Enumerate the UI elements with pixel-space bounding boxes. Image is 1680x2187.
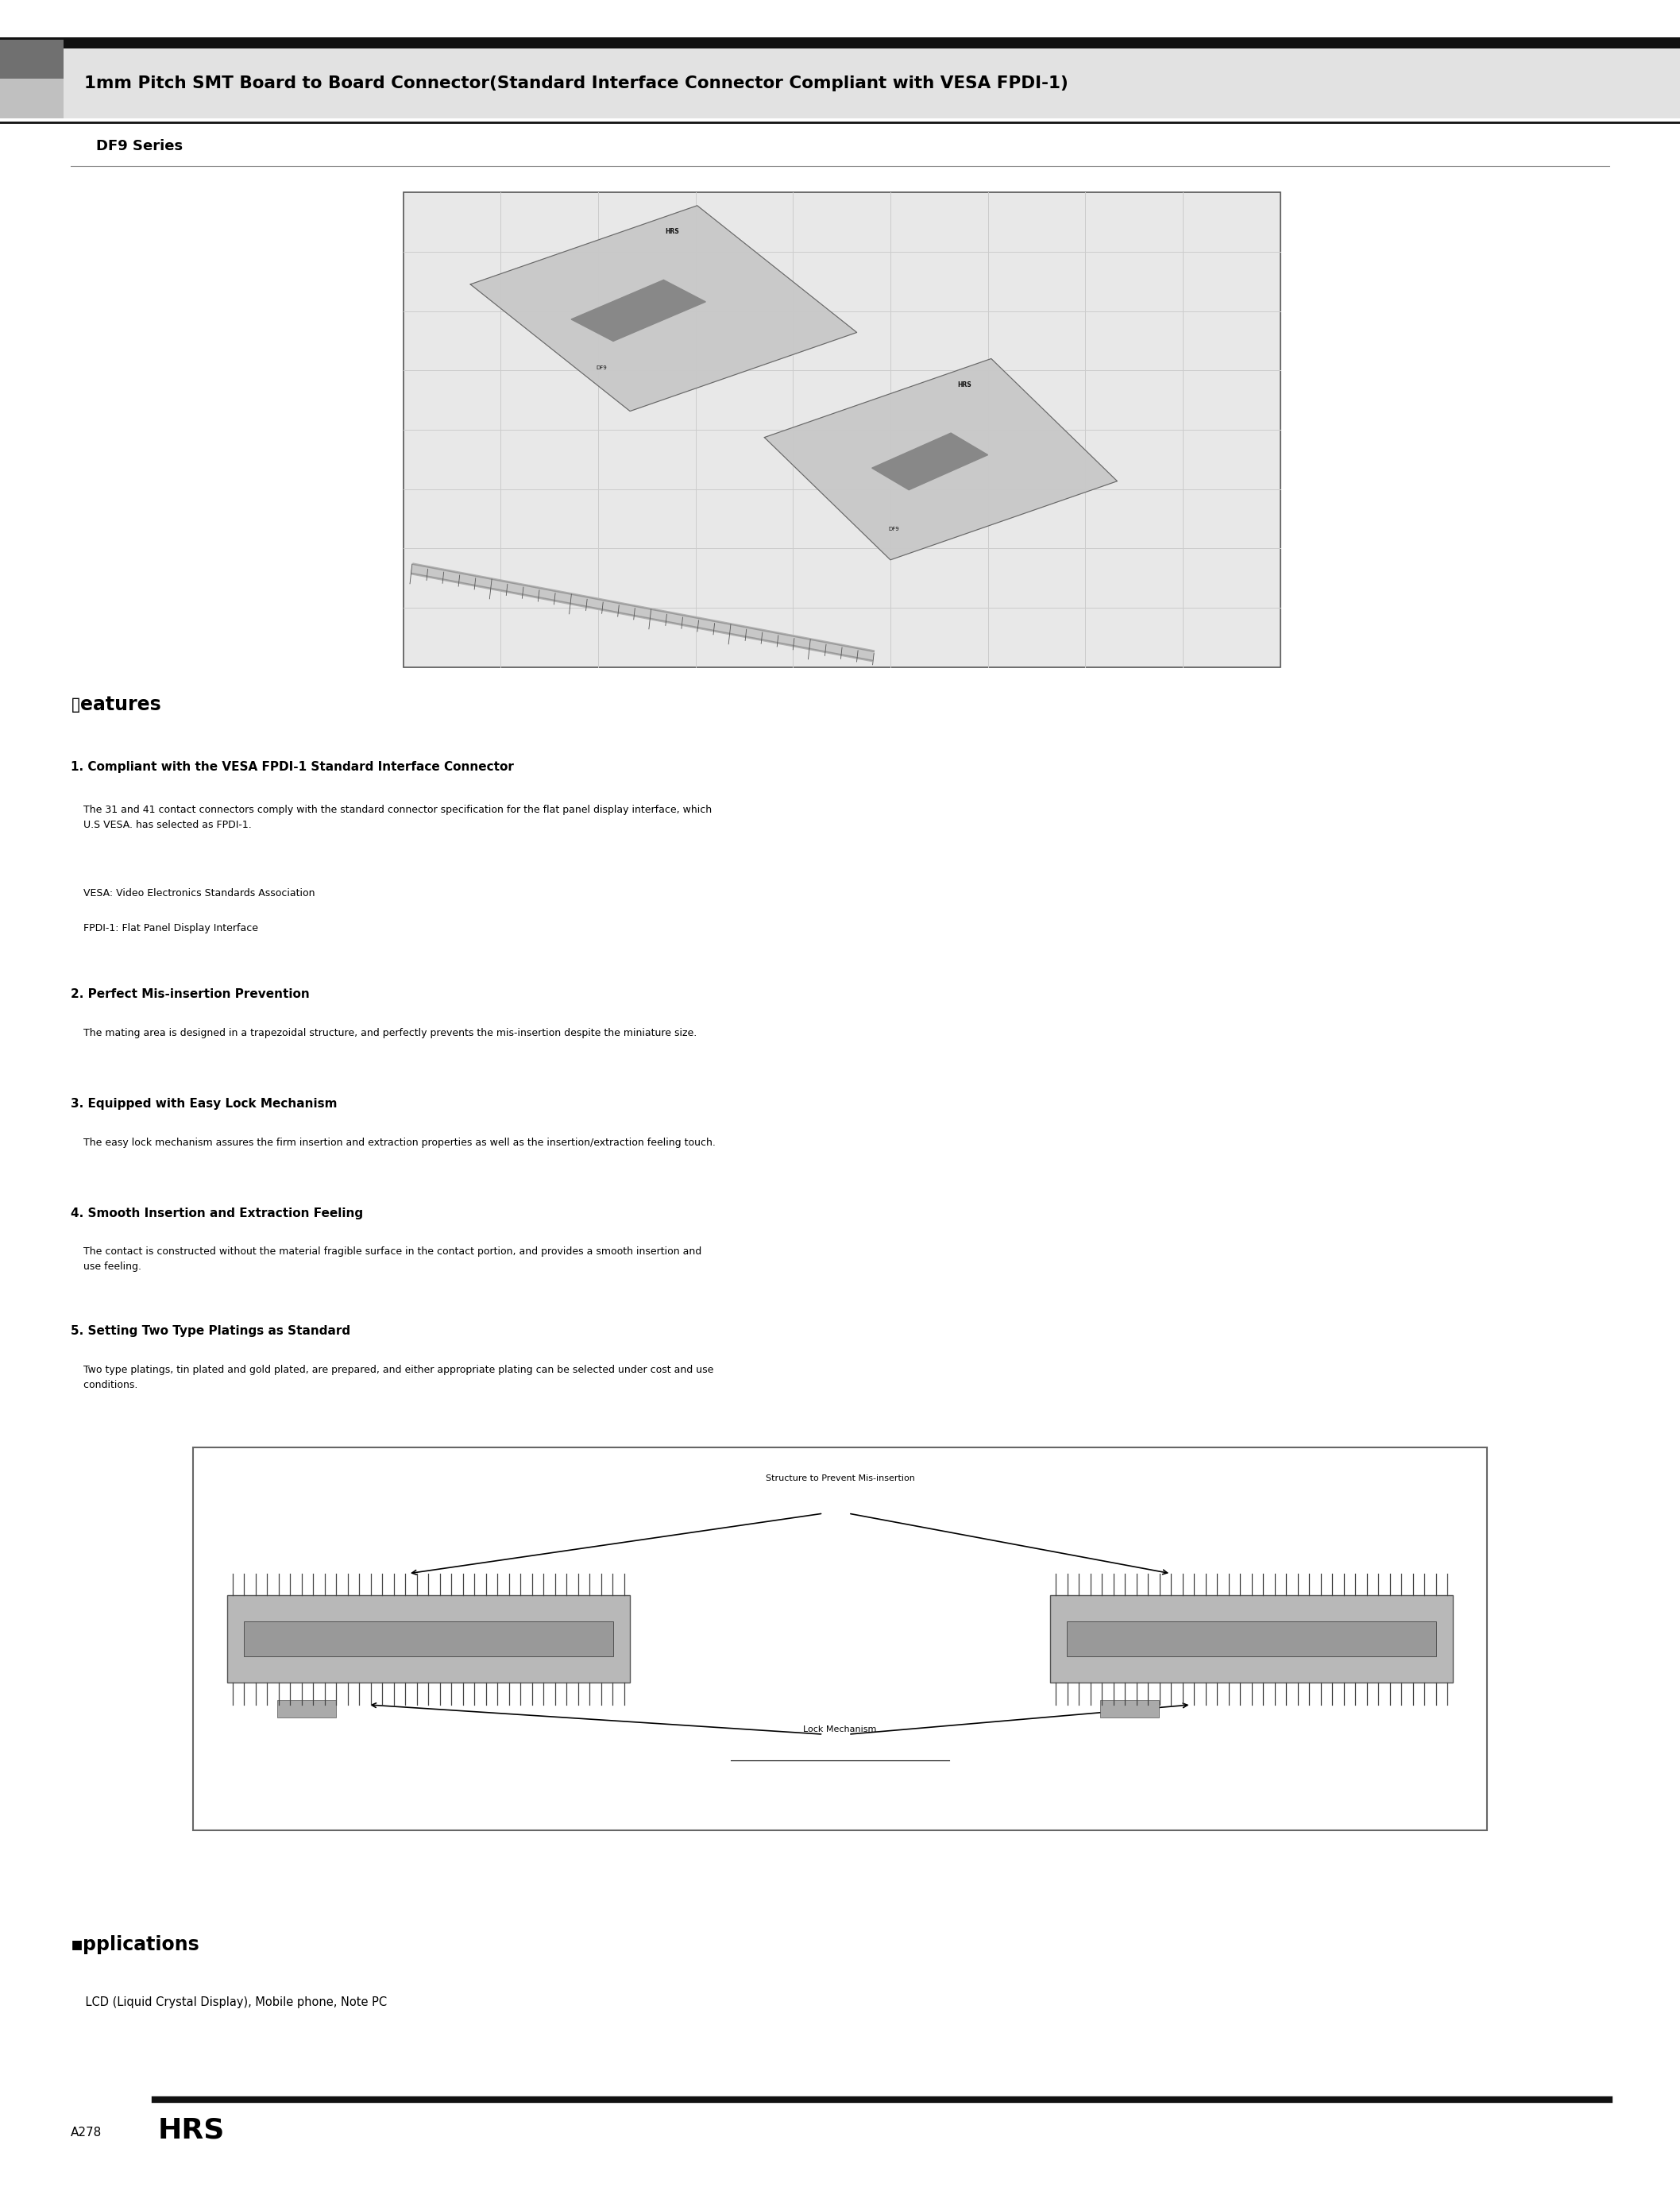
Text: HRS: HRS (665, 227, 679, 236)
Text: The mating area is designed in a trapezoidal structure, and perfectly prevents t: The mating area is designed in a trapezo… (71, 1028, 697, 1039)
Text: 4. Smooth Insertion and Extraction Feeling: 4. Smooth Insertion and Extraction Feeli… (71, 1207, 363, 1218)
Text: DF9 Series: DF9 Series (96, 140, 183, 153)
Text: LCD (Liquid Crystal Display), Mobile phone, Note PC: LCD (Liquid Crystal Display), Mobile pho… (71, 1997, 386, 2008)
Polygon shape (872, 433, 988, 490)
Text: DF9: DF9 (889, 527, 899, 531)
FancyBboxPatch shape (403, 192, 1280, 667)
Polygon shape (571, 280, 706, 341)
Text: ▪pplications: ▪pplications (71, 1935, 200, 1955)
Text: A278: A278 (71, 2126, 102, 2139)
Text: HRS: HRS (958, 381, 971, 389)
FancyBboxPatch shape (1050, 1597, 1453, 1684)
Text: FPDI-1: Flat Panel Display Interface: FPDI-1: Flat Panel Display Interface (71, 923, 259, 934)
Text: ▯eatures: ▯eatures (71, 695, 161, 715)
FancyBboxPatch shape (244, 1623, 613, 1658)
Text: Structure to Prevent Mis-insertion: Structure to Prevent Mis-insertion (766, 1474, 914, 1483)
FancyBboxPatch shape (227, 1597, 630, 1684)
Text: Lock Mechanism: Lock Mechanism (803, 1726, 877, 1734)
FancyBboxPatch shape (0, 79, 64, 118)
FancyBboxPatch shape (1100, 1701, 1159, 1719)
Polygon shape (764, 359, 1117, 560)
Text: HRS: HRS (158, 2117, 225, 2143)
Text: The contact is constructed without the material fragible surface in the contact : The contact is constructed without the m… (71, 1247, 702, 1273)
Text: 2. Perfect Mis-insertion Prevention: 2. Perfect Mis-insertion Prevention (71, 989, 309, 999)
Text: VESA: Video Electronics Standards Association: VESA: Video Electronics Standards Associ… (71, 888, 314, 899)
FancyBboxPatch shape (0, 37, 1680, 48)
FancyBboxPatch shape (64, 48, 1680, 118)
Polygon shape (470, 206, 857, 411)
Text: 1mm Pitch SMT Board to Board Connector(Standard Interface Connector Compliant wi: 1mm Pitch SMT Board to Board Connector(S… (84, 74, 1068, 92)
Text: DF9: DF9 (596, 365, 606, 370)
Text: 5. Setting Two Type Platings as Standard: 5. Setting Two Type Platings as Standard (71, 1325, 349, 1336)
Text: 3. Equipped with Easy Lock Mechanism: 3. Equipped with Easy Lock Mechanism (71, 1098, 338, 1109)
FancyBboxPatch shape (0, 39, 64, 79)
Text: Two type platings, tin plated and gold plated, are prepared, and either appropri: Two type platings, tin plated and gold p… (71, 1365, 714, 1391)
FancyBboxPatch shape (277, 1701, 336, 1719)
FancyBboxPatch shape (193, 1448, 1487, 1831)
FancyBboxPatch shape (1067, 1623, 1436, 1658)
Text: 1. Compliant with the VESA FPDI-1 Standard Interface Connector: 1. Compliant with the VESA FPDI-1 Standa… (71, 761, 514, 772)
Text: The easy lock mechanism assures the firm insertion and extraction properties as : The easy lock mechanism assures the firm… (71, 1137, 716, 1148)
Text: The 31 and 41 contact connectors comply with the standard connector specificatio: The 31 and 41 contact connectors comply … (71, 805, 712, 831)
